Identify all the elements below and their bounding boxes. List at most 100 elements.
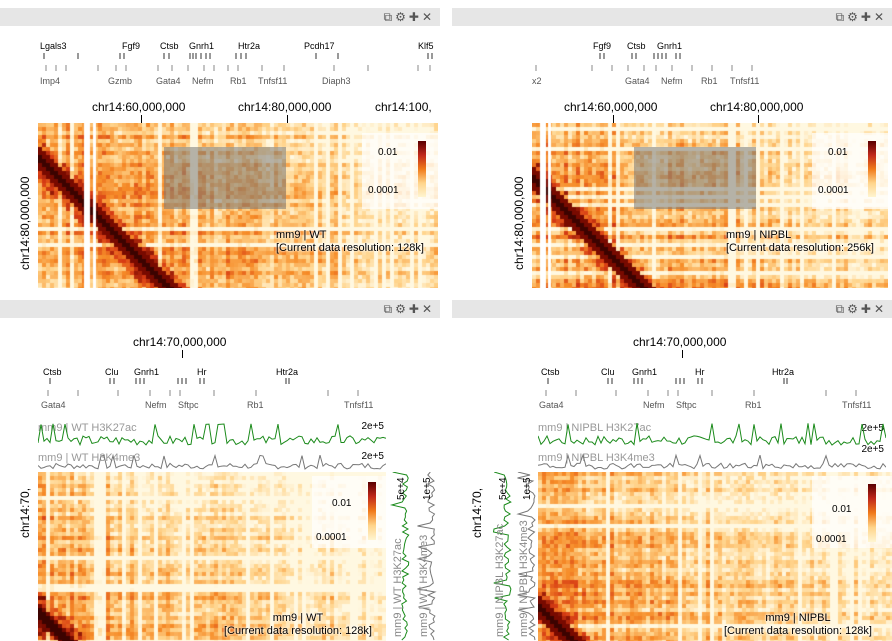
signal-path: [538, 453, 886, 470]
signal-path: [38, 423, 386, 447]
y-axis-label: chr14:70,: [470, 487, 484, 538]
h3k27ac-vertical-track[interactable]: mm9 | NIPBL H3K27ac 5e+4: [490, 472, 514, 641]
gene-label: Ctsb: [160, 41, 179, 51]
gene-label: Gnrh1: [632, 367, 658, 377]
track-max-label: 2e+5: [861, 444, 884, 455]
heatmap[interactable]: 0.01 0.0001 mm9 | NIPBL [Current data re…: [532, 123, 888, 288]
signal-line: [38, 423, 386, 447]
resolution-label: [Current data resolution: 128k]: [224, 625, 372, 637]
viewport-projection[interactable]: [164, 147, 286, 209]
add-icon[interactable]: ✚: [408, 302, 419, 316]
gene-ticks: [47, 378, 359, 396]
add-icon[interactable]: ✚: [860, 302, 871, 316]
track-label: mm9 | NIPBL H3K4me3: [518, 520, 530, 637]
gene-ticks: [43, 53, 433, 71]
gene-label: Hr: [695, 367, 705, 377]
signal-path: [38, 453, 386, 470]
heatmap[interactable]: 0.01 0.0001 mm9 | NIPBL [Current data re…: [538, 472, 892, 641]
close-icon[interactable]: ✕: [421, 10, 432, 24]
gene-ticks: [535, 53, 753, 71]
gene-label: Ctsb: [541, 367, 560, 377]
signal-line: [389, 472, 410, 641]
signal-path: [516, 472, 537, 641]
h3k4me3-vertical-track[interactable]: mm9 | NIPBL H3K4me3 1e+5: [514, 472, 538, 641]
track-label: mm9 | NIPBL H3K4me3: [538, 452, 655, 464]
signal-line: [416, 472, 437, 641]
copy-icon[interactable]: ⧉: [383, 10, 393, 24]
gene-label: Gata4: [41, 400, 66, 410]
h3k4me3-track[interactable]: mm9 | WT H3K4me3 2e+5: [38, 450, 386, 472]
copy-icon[interactable]: ⧉: [383, 302, 393, 316]
colorbar: [368, 482, 376, 540]
gene-label: Clu: [601, 367, 615, 377]
gene-label: Nefm: [643, 400, 665, 410]
gene-label: Htr2a: [238, 41, 261, 51]
copy-icon[interactable]: ⧉: [835, 10, 845, 24]
axis-tick-label: chr14:80,000,000: [710, 100, 804, 114]
axis-tick-label: chr14:80,000,000: [238, 100, 332, 114]
colorbar-legend[interactable]: 0.01 0.0001: [312, 476, 386, 548]
track-max-label: 2e+5: [361, 451, 384, 462]
dataset-name: mm9 | WT: [276, 229, 327, 241]
gene-label: Htr2a: [772, 367, 795, 377]
legend-high-label: 0.01: [832, 504, 852, 515]
gene-label: x2: [532, 76, 542, 86]
colorbar: [868, 141, 876, 197]
legend-high-label: 0.01: [332, 498, 352, 509]
gene-label: Gnrh1: [134, 367, 160, 377]
viewport-projection[interactable]: [634, 147, 756, 209]
heatmap[interactable]: 0.01 0.0001 mm9 | WT [Current data resol…: [38, 472, 386, 641]
gene-label: Nefm: [661, 76, 683, 86]
signal-path: [416, 472, 437, 641]
h3k27ac-vertical-track[interactable]: mm9 | WT H3K27ac 5e+4: [388, 472, 412, 641]
copy-icon[interactable]: ⧉: [835, 302, 845, 316]
close-icon[interactable]: ✕: [421, 302, 432, 316]
gene-label: Pcdh17: [304, 41, 335, 51]
track-max-label: 1e+5: [522, 477, 533, 500]
gene-label: Gnrh1: [189, 41, 215, 51]
gear-icon[interactable]: ⚙: [847, 302, 858, 316]
panel-bottom-left: ⧉ ⚙ ✚ ✕ chr14:70,000,000 Ctsb Clu Gnrh1 …: [0, 300, 440, 641]
gear-icon[interactable]: ⚙: [395, 10, 406, 24]
panel-controls: ⧉ ⚙ ✚ ✕: [384, 8, 432, 26]
h3k4me3-vertical-track[interactable]: mm9 | WT H3K4me3 1e+5: [414, 472, 438, 641]
gene-label: Gzmb: [108, 76, 133, 86]
signal-line: [492, 472, 512, 641]
close-icon[interactable]: ✕: [873, 302, 884, 316]
gene-label: Rb1: [745, 400, 762, 410]
gene-ticks: [545, 378, 857, 396]
signal-line: [38, 453, 386, 470]
signal-line: [516, 472, 537, 641]
panel-controls: ⧉ ⚙ ✚ ✕: [384, 300, 432, 318]
gene-label: Tnfsf11: [258, 76, 288, 86]
track-info-overlay: mm9 | NIPBL [Current data resolution: 25…: [726, 229, 874, 255]
gene-label: Tnfsf11: [842, 400, 872, 410]
h3k4me3-track[interactable]: mm9 | NIPBL H3K4me3 2e+5: [538, 444, 886, 472]
heatmap[interactable]: 0.01 0.0001 mm9 | WT [Current data resol…: [38, 123, 438, 288]
track-info-overlay: mm9 | WT [Current data resolution: 128k]: [276, 229, 424, 255]
colorbar-legend[interactable]: 0.01 0.0001: [812, 476, 892, 548]
track-max-label: 2e+5: [861, 423, 884, 434]
axis-tick-label: chr14:100,: [375, 100, 432, 114]
gene-label: Rb1: [230, 76, 247, 86]
add-icon[interactable]: ✚: [860, 10, 871, 24]
colorbar-legend[interactable]: 0.01 0.0001: [362, 133, 438, 209]
gene-label: Ctsb: [43, 367, 62, 377]
panel-header: ⧉ ⚙ ✚ ✕: [0, 8, 440, 26]
colorbar-legend[interactable]: 0.01 0.0001: [812, 133, 888, 209]
axis-tick: [758, 115, 759, 123]
axis-tick-label: chr14:70,000,000: [633, 335, 727, 349]
gene-label: Fgf9: [593, 41, 612, 51]
panel-controls: ⧉ ⚙ ✚ ✕: [836, 8, 884, 26]
track-label: mm9 | NIPBL H3K27ac: [494, 523, 506, 637]
close-icon[interactable]: ✕: [873, 10, 884, 24]
axis-tick: [287, 115, 288, 123]
gear-icon[interactable]: ⚙: [847, 10, 858, 24]
gene-label: Nefm: [192, 76, 214, 86]
gear-icon[interactable]: ⚙: [395, 302, 406, 316]
gene-label: Htr2a: [276, 367, 299, 377]
h3k27ac-track[interactable]: mm9 | NIPBL H3K27ac 2e+5: [538, 418, 886, 448]
h3k27ac-track[interactable]: mm9 | WT H3K27ac 2e+5: [38, 418, 386, 448]
add-icon[interactable]: ✚: [408, 10, 419, 24]
resolution-label: [Current data resolution: 128k]: [724, 625, 872, 637]
